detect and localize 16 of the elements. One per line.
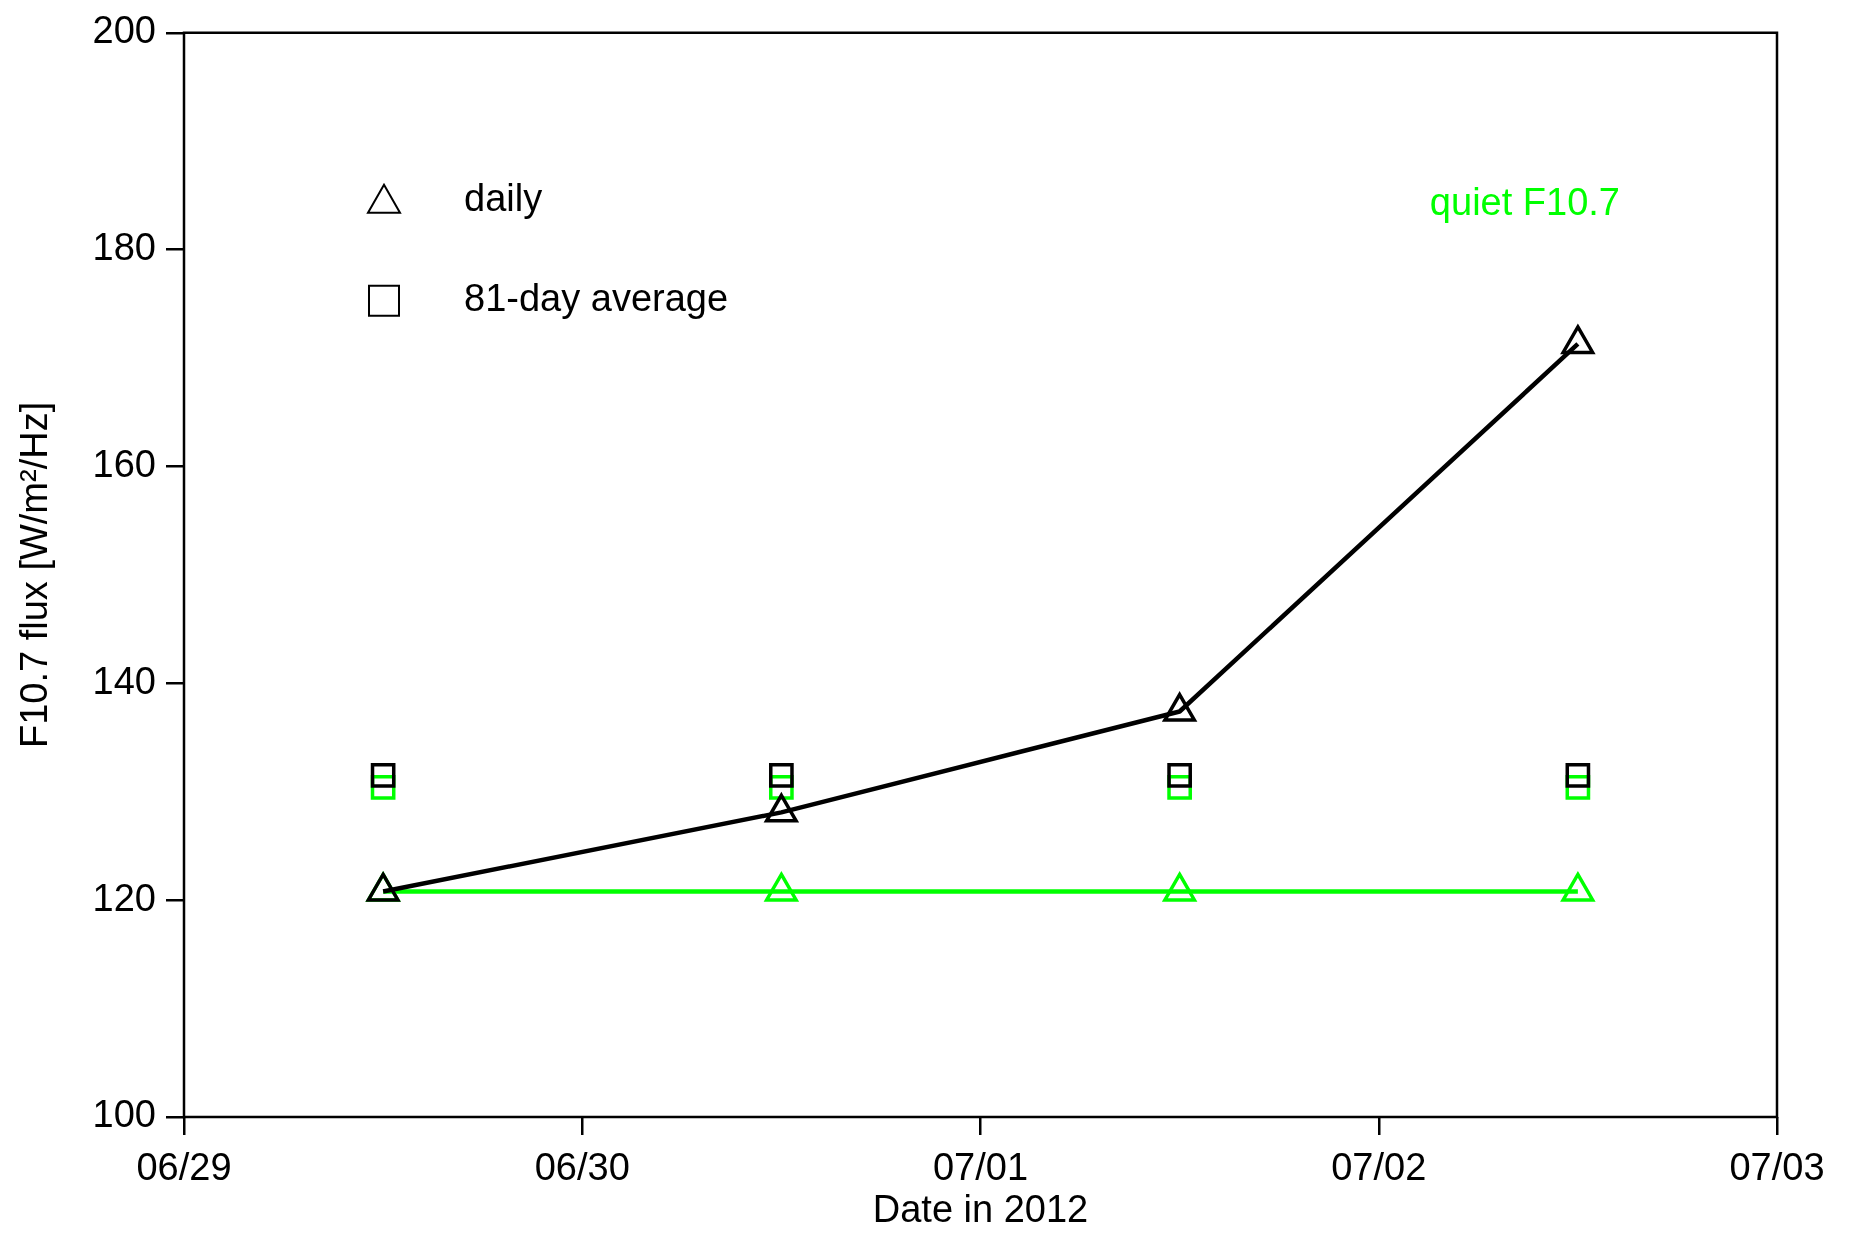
y-tick-label: 200	[92, 9, 156, 52]
x-tick-label: 06/29	[136, 1146, 232, 1189]
y-tick-label: 100	[92, 1093, 156, 1136]
annotation: quiet F10.7	[1429, 181, 1620, 224]
y-tick-label: 180	[92, 226, 156, 269]
y-axis-title: F10.7 flux [W/m²/Hz]	[13, 401, 56, 749]
x-tick-label: 07/03	[1729, 1146, 1825, 1189]
x-tick-label: 06/30	[534, 1146, 630, 1189]
x-axis-title: Date in 2012	[872, 1187, 1089, 1230]
legend-label: daily	[464, 177, 543, 220]
legend-label: 81-day average	[464, 277, 729, 320]
y-tick-label: 140	[92, 659, 156, 702]
x-tick-label: 07/02	[1331, 1146, 1427, 1189]
y-tick-label: 160	[92, 442, 156, 485]
y-tick-label: 120	[92, 876, 156, 919]
x-tick-label: 07/01	[932, 1146, 1029, 1189]
